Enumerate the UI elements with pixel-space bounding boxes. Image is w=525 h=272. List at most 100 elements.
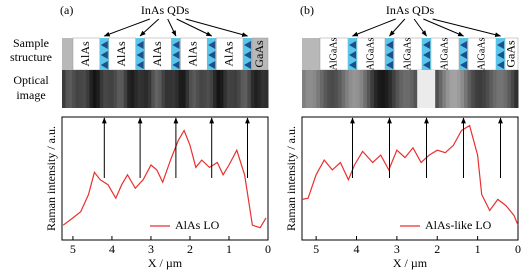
optical-pixel [219, 70, 224, 108]
qd-dot [208, 51, 216, 59]
optical-pixel [453, 70, 458, 108]
optical-pixel [316, 70, 321, 108]
optical-pixel [302, 70, 307, 108]
optical-pixel [147, 70, 152, 108]
plot-frame [301, 116, 519, 241]
optical-pixel [485, 70, 490, 108]
qd-dot [423, 51, 430, 59]
optical-pixel [240, 70, 245, 108]
qd-dot [497, 51, 504, 59]
x-tick-label: 1 [475, 242, 481, 256]
x-tick-label: 2 [187, 242, 193, 256]
optical-image [302, 70, 519, 108]
qd-arrow [185, 18, 249, 37]
plot-frame [61, 116, 269, 241]
optical-pixel [503, 70, 508, 108]
x-tick-label: 5 [70, 242, 76, 256]
optical-pixel [456, 70, 461, 108]
row-label: Optical [13, 73, 49, 87]
optical-pixel [195, 70, 200, 108]
optical-pixel [410, 70, 415, 108]
optical-pixel [366, 70, 371, 108]
optical-pixel [144, 70, 149, 108]
optical-pixel [395, 70, 400, 108]
data-line [301, 124, 519, 226]
row-label: structure [10, 50, 52, 64]
optical-pixel [130, 70, 135, 108]
layer-label: AlGaAs [328, 38, 339, 71]
optical-pixel [137, 70, 142, 108]
qd-arrow [389, 18, 406, 37]
qd-dot [100, 51, 108, 59]
layer-label: AlGaAs [402, 38, 413, 71]
row-label: image [16, 88, 45, 102]
qd-dot [208, 61, 216, 69]
optical-pixel [113, 70, 118, 108]
panel-label: (b) [300, 3, 314, 17]
optical-pixel [514, 70, 519, 108]
qd-dot [208, 41, 216, 49]
qd-dot [172, 51, 180, 59]
qd-arrow [103, 18, 150, 37]
optical-pixel [449, 70, 454, 108]
optical-pixel [381, 70, 386, 108]
cap-label: GaAs [252, 40, 266, 68]
optical-pixel [363, 70, 368, 108]
qd-dot [244, 41, 251, 49]
optical-pixel [226, 70, 231, 108]
x-tick-label: 3 [148, 242, 154, 256]
qd-dot [423, 41, 430, 49]
data-line [62, 129, 267, 229]
optical-pixel [359, 70, 364, 108]
optical-pixel [435, 70, 440, 108]
qd-dot [386, 61, 393, 69]
layer-label: AlGaAs [439, 38, 450, 71]
optical-pixel [151, 70, 156, 108]
optical-pixel [185, 70, 190, 108]
optical-pixel [175, 70, 180, 108]
optical-pixel [413, 70, 418, 108]
optical-pixel [82, 70, 87, 108]
qd-dot [100, 41, 108, 49]
panel-label: (a) [60, 3, 73, 17]
qd-dot [100, 61, 108, 69]
optical-pixel [178, 70, 183, 108]
optical-pixel [261, 70, 266, 108]
optical-pixel [510, 70, 515, 108]
barrier-layer [430, 37, 460, 71]
qd-arrow [167, 18, 177, 37]
barrier-layer [356, 37, 386, 71]
optical-pixel [330, 70, 335, 108]
optical-pixel [438, 70, 443, 108]
optical-pixel [348, 70, 353, 108]
optical-pixel [99, 70, 104, 108]
optical-pixel [116, 70, 121, 108]
optical-pixel [446, 70, 451, 108]
layer-label: AlGaAs [365, 38, 376, 71]
qd-arrow [351, 18, 396, 37]
x-tick-label: 0 [515, 242, 521, 256]
qd-dot [244, 61, 251, 69]
optical-pixel [467, 70, 472, 108]
optical-pixel [62, 70, 66, 108]
optical-pixel [216, 70, 221, 108]
qd-dot [349, 51, 356, 59]
optical-pixel [86, 70, 90, 108]
optical-pixel [243, 70, 248, 108]
optical-pixel [392, 70, 397, 108]
x-tick-label: 1 [226, 242, 232, 256]
optical-pixel [110, 70, 114, 108]
optical-pixel [134, 70, 139, 108]
substrate [62, 38, 73, 70]
qd-arrow [413, 18, 427, 37]
qd-arrow [176, 18, 213, 37]
optical-pixel [424, 70, 429, 108]
optical-pixel [158, 70, 163, 108]
optical-pixel [68, 70, 73, 108]
qd-arrow [432, 18, 502, 38]
optical-pixel [250, 70, 255, 108]
qd-dot [349, 41, 356, 49]
barrier-layer [72, 37, 101, 71]
optical-pixel [161, 70, 166, 108]
